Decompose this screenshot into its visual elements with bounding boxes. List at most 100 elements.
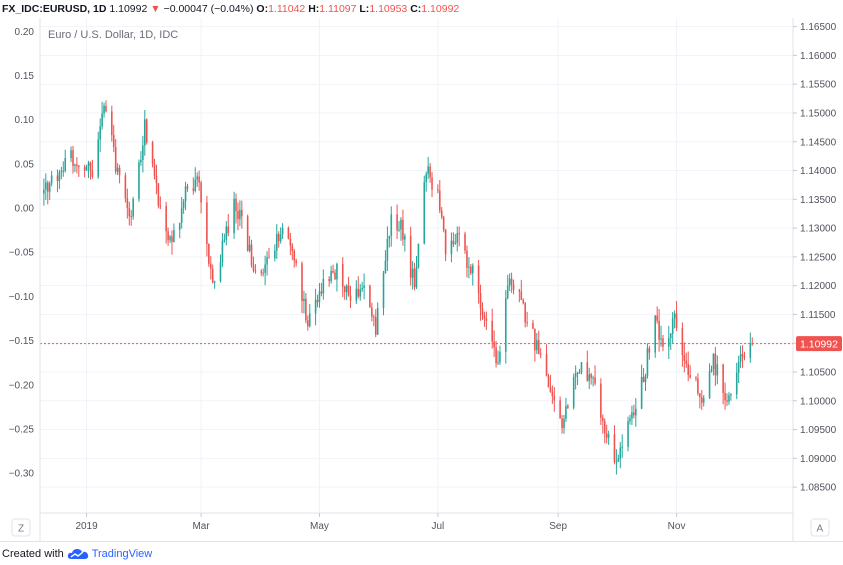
candle-body [76,164,78,166]
candle-body [660,338,662,340]
candle-body [167,231,169,241]
candle-body [78,165,80,168]
candle-body [58,172,61,182]
candle-body [456,233,459,243]
candle-body [279,234,282,242]
chart-area[interactable]: 0.20 0.15 0.10 0.05 0.00 −0.05 −0.10 −0.15 −0.20… [0,18,843,542]
left-axis-tick: −0.20 [9,380,35,391]
candle-body [225,226,228,240]
last-price-badge-bg [796,336,842,352]
candle-body [572,376,575,408]
a-button[interactable]: A [810,518,830,537]
candle-body [336,263,338,280]
candle-body [442,216,445,230]
candle-body [452,240,455,244]
candle-body [262,272,264,274]
candle-body [246,216,249,251]
candle-body [287,228,290,239]
z-button[interactable]: Z [11,518,31,537]
candle-body [275,233,278,251]
z-button-label[interactable]: Z [18,524,24,535]
candle-body [493,341,495,348]
candle-body [578,372,581,374]
a-button-label[interactable]: A [817,524,824,535]
candle-body [673,313,676,319]
candle-body [658,320,660,340]
candlestick-chart[interactable]: 0.20 0.15 0.10 0.05 0.00 −0.05 −0.10 −0.15 −0.20… [0,18,843,542]
candle-body [355,288,358,301]
candle-body [132,198,134,217]
right-axis-tick: 1.14000 [800,166,837,177]
candle-body [415,267,418,288]
right-axis-tick: 1.12500 [800,252,837,263]
candle-body [438,190,441,211]
candle-body [547,375,550,388]
candle-body [208,243,210,264]
candle-body [138,162,140,199]
candle-body [607,434,610,438]
candle-body [468,266,470,268]
candle-body [384,260,387,274]
candle-body [361,287,363,290]
candle-body [171,236,173,242]
candle-body [314,299,317,314]
candle-body [349,295,352,301]
down-arrow-icon: ▼ [150,3,161,15]
right-axis-tick: 1.09000 [800,454,837,465]
candle-body [499,351,501,363]
candle-body [376,308,379,335]
candle-body [64,158,67,171]
candle-body [316,299,319,303]
candle-body [508,278,511,286]
candle-body [371,307,373,317]
a-button-bg[interactable] [810,518,830,537]
candle-body [124,175,127,199]
candle-body [450,240,453,255]
candle-body [343,286,346,293]
candle-body [250,244,253,266]
candle-body [186,186,189,189]
candle-body [398,229,400,231]
candle-body [341,263,344,287]
z-button-bg[interactable] [11,518,31,537]
candle-body [458,233,460,235]
left-axis-tick: −0.15 [9,336,35,347]
candle-body [613,434,616,462]
candle-body [307,320,309,327]
left-axis[interactable]: 0.20 0.15 0.10 0.05 0.00 −0.05 −0.10 −0.15 −0.20… [9,27,35,480]
candle-body [437,189,439,191]
candle-body [140,159,142,163]
candle-body [301,263,303,302]
high-label: H: [308,3,320,15]
candle-body [563,418,565,429]
candle-body [332,270,334,273]
candle-body [551,391,554,396]
candle-body [83,167,86,171]
candle-body [524,303,526,323]
candle-body [87,162,90,166]
right-axis-tick: 1.09500 [800,425,837,436]
candle-body [241,209,243,217]
candle-body [45,182,47,190]
candle-body [642,376,645,383]
candle-body [605,433,608,438]
left-axis-tick: −0.30 [9,469,35,480]
tradingview-link[interactable]: TradingView [91,548,153,560]
right-axis-tick: 1.16000 [800,51,837,62]
right-axis-tick: 1.15000 [800,108,837,119]
candle-body [741,354,744,357]
candle-body [85,165,88,171]
candle-body [56,175,59,182]
right-axis-tick: 1.12000 [800,281,837,292]
candle-body [303,298,305,302]
candle-body [173,229,175,242]
left-axis-tick: −0.05 [9,248,35,259]
footer-text: Created with [2,548,64,560]
time-axis[interactable]: 2019 Mar May Jul Sep Nov [75,513,685,532]
candle-body [396,214,398,231]
candle-body [305,298,307,321]
candle-body [479,293,482,309]
candle-body [565,405,567,419]
left-axis-tick: 0.00 [15,204,35,215]
candle-body [60,171,63,173]
